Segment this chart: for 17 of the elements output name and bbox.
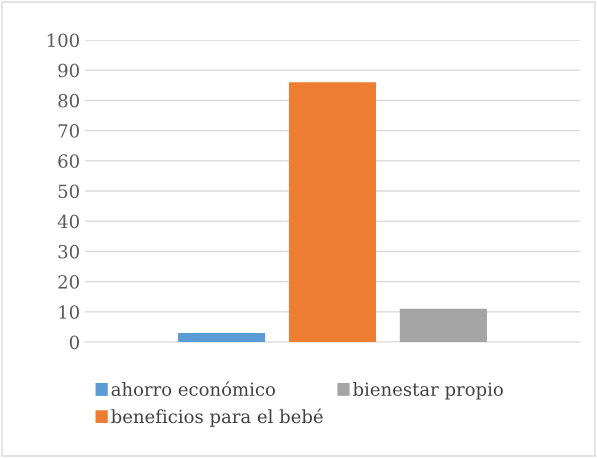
y-tick-label: 70 — [58, 124, 79, 138]
y-tick-label: 20 — [58, 275, 79, 289]
y-tick-label: 60 — [58, 154, 79, 168]
y-tick-label: 30 — [58, 244, 79, 259]
y-tick-label: 50 — [58, 184, 79, 198]
legend-label: ahorro económico — [112, 381, 275, 396]
legend-label: beneficios para el bebé — [111, 408, 323, 427]
y-tick-label: 80 — [58, 94, 79, 108]
bar — [178, 332, 266, 342]
bar — [400, 308, 487, 342]
y-tick-label: 0 — [70, 335, 79, 350]
bar — [288, 82, 376, 342]
y-tick-label: 40 — [58, 214, 79, 228]
y-tick-label: 100 — [48, 33, 79, 48]
y-tick-label: 90 — [58, 64, 79, 78]
y-tick-label: 10 — [59, 305, 79, 319]
legend-label: bienestar propio — [353, 382, 503, 400]
